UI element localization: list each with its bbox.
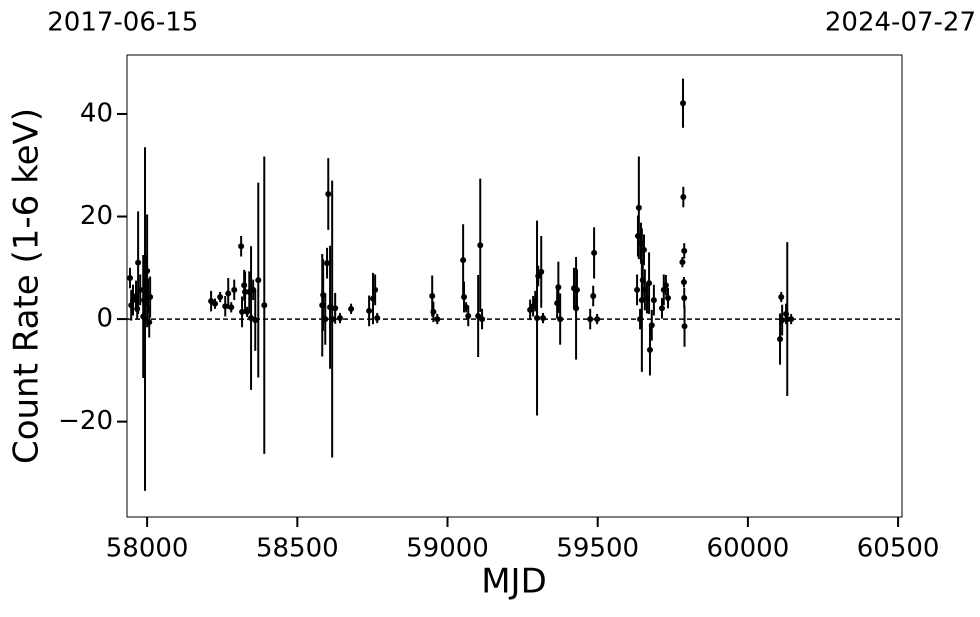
data-point	[127, 275, 134, 282]
data-point	[217, 294, 224, 301]
data-point	[366, 307, 373, 314]
data-point	[557, 316, 564, 323]
data-point	[634, 286, 641, 293]
data-point	[242, 288, 249, 295]
data-point	[662, 282, 669, 289]
data-point	[679, 259, 686, 266]
data-point	[324, 260, 331, 267]
plot-frame	[126, 54, 903, 518]
data-point	[777, 336, 784, 343]
data-point	[332, 305, 339, 312]
data-point	[239, 308, 246, 315]
data-point	[590, 292, 597, 299]
top-date-label: 2024-07-27	[825, 8, 976, 38]
data-point	[779, 317, 786, 324]
data-point	[461, 294, 468, 301]
data-point	[465, 312, 472, 319]
data-point	[252, 317, 259, 324]
y-tick-label: 40	[80, 98, 113, 128]
y-tick-label: 0	[96, 304, 113, 334]
data-point	[680, 194, 687, 201]
data-point	[135, 259, 142, 266]
data-point	[587, 316, 594, 323]
data-point	[212, 300, 219, 307]
data-point	[322, 316, 329, 323]
x-axis-label: MJD	[481, 562, 547, 602]
data-point	[680, 100, 687, 107]
data-point	[535, 273, 542, 280]
data-point	[681, 295, 688, 302]
x-tick-label: 60000	[707, 534, 790, 564]
data-point	[646, 280, 653, 287]
data-point	[325, 190, 332, 197]
data-point	[534, 315, 541, 322]
data-point	[144, 267, 151, 274]
data-point	[146, 319, 153, 326]
y-axis-label: Count Rate (1-6 keV)	[7, 108, 47, 464]
data-point	[640, 246, 647, 253]
data-point	[147, 294, 154, 301]
data-point	[477, 242, 484, 249]
data-point	[648, 322, 655, 329]
data-point	[658, 305, 665, 312]
data-point	[430, 308, 437, 315]
data-point	[650, 297, 657, 304]
data-point	[635, 204, 642, 211]
data-point	[374, 315, 381, 322]
data-point	[238, 243, 245, 250]
top-date-label: 2017-06-15	[47, 8, 198, 38]
data-point	[225, 290, 232, 297]
x-tick-label: 58500	[256, 534, 339, 564]
data-point	[681, 247, 688, 254]
data-point	[228, 304, 235, 311]
x-tick-label: 60500	[857, 534, 940, 564]
y-tick-label: 20	[80, 201, 113, 231]
data-point	[460, 257, 467, 264]
data-point	[429, 292, 436, 299]
data-point	[788, 316, 795, 323]
data-point	[594, 316, 601, 323]
data-point	[540, 315, 547, 322]
y-tick-label: −20	[58, 406, 113, 436]
data-point	[680, 279, 687, 286]
data-point	[255, 277, 262, 284]
x-tick-label: 59000	[406, 534, 489, 564]
data-point	[664, 295, 671, 302]
x-tick-label: 59500	[556, 534, 639, 564]
data-point	[348, 305, 355, 312]
data-point	[261, 302, 268, 309]
data-point	[137, 286, 144, 293]
data-point	[555, 284, 562, 291]
data-point	[479, 316, 486, 323]
data-point	[231, 286, 238, 293]
x-tick-label: 58000	[106, 534, 189, 564]
data-point	[329, 316, 336, 323]
data-point	[681, 323, 688, 330]
data-point	[538, 268, 545, 275]
data-point	[646, 346, 653, 353]
data-point	[372, 286, 379, 293]
data-point	[130, 297, 137, 304]
data-point	[778, 294, 785, 301]
data-point	[434, 316, 441, 323]
data-point	[336, 315, 343, 322]
data-point	[591, 249, 598, 256]
data-point	[222, 303, 229, 310]
data-point	[573, 286, 580, 293]
